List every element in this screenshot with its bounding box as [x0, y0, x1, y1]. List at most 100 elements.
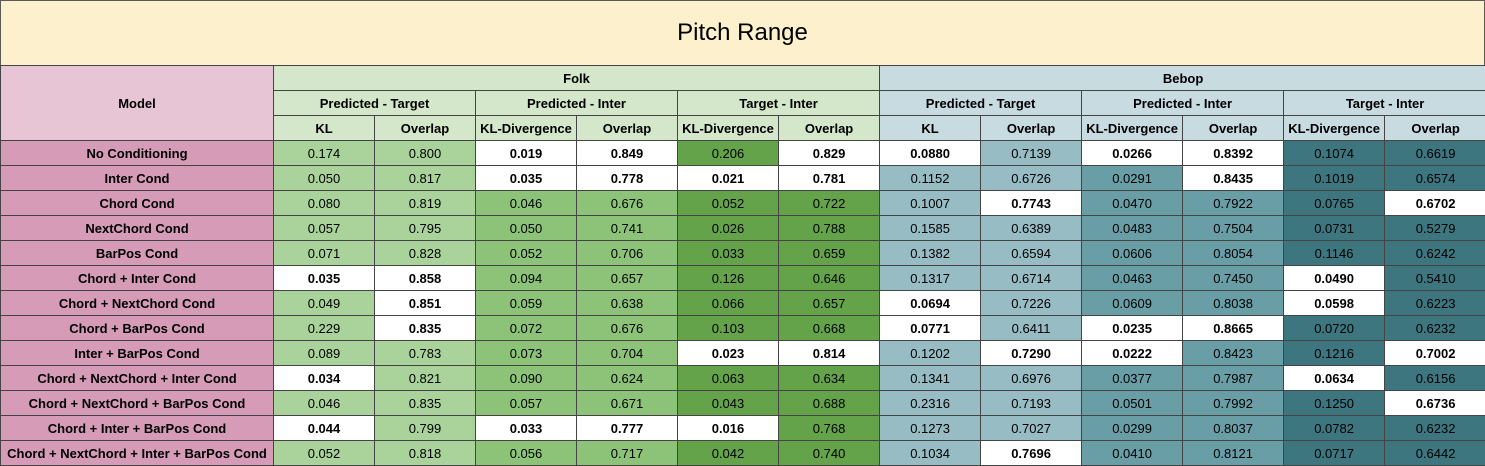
- value-cell: 0.849: [577, 141, 678, 166]
- value-cell: 0.6156: [1385, 366, 1485, 391]
- value-cell: 0.7987: [1183, 366, 1284, 391]
- value-cell: 0.1202: [880, 341, 981, 366]
- value-cell: 0.7992: [1183, 391, 1284, 416]
- value-cell: 0.851: [375, 291, 476, 316]
- results-table: Model Folk Bebop Predicted - Target Pred…: [0, 65, 1485, 466]
- value-cell: 0.7193: [981, 391, 1082, 416]
- value-cell: 0.0501: [1082, 391, 1183, 416]
- value-cell: 0.0731: [1284, 216, 1385, 241]
- value-cell: 0.821: [375, 366, 476, 391]
- value-cell: 0.777: [577, 416, 678, 441]
- value-cell: 0.0470: [1082, 191, 1183, 216]
- value-cell: 0.126: [678, 266, 779, 291]
- model-name-cell: Inter Cond: [1, 166, 274, 191]
- value-cell: 0.033: [678, 241, 779, 266]
- value-cell: 0.1585: [880, 216, 981, 241]
- value-cell: 0.229: [274, 316, 375, 341]
- value-cell: 0.0299: [1082, 416, 1183, 441]
- value-cell: 0.0222: [1082, 341, 1183, 366]
- value-cell: 0.044: [274, 416, 375, 441]
- value-cell: 0.7027: [981, 416, 1082, 441]
- value-cell: 0.7002: [1385, 341, 1485, 366]
- value-cell: 0.676: [577, 191, 678, 216]
- model-column-header: Model: [1, 66, 274, 141]
- value-cell: 0.829: [779, 141, 880, 166]
- value-cell: 0.094: [476, 266, 577, 291]
- value-cell: 0.042: [678, 441, 779, 466]
- value-cell: 0.1019: [1284, 166, 1385, 191]
- value-cell: 0.019: [476, 141, 577, 166]
- value-cell: 0.0235: [1082, 316, 1183, 341]
- metric-header: Overlap: [375, 116, 476, 141]
- value-cell: 0.6574: [1385, 166, 1485, 191]
- metric-header: Overlap: [577, 116, 678, 141]
- value-cell: 0.1341: [880, 366, 981, 391]
- metric-header: KL-Divergence: [476, 116, 577, 141]
- table-row: Chord + NextChord + Inter + BarPos Cond 0…: [1, 441, 1485, 466]
- metric-header: Overlap: [1385, 116, 1485, 141]
- model-name-cell: Chord + NextChord + Inter + BarPos Cond: [1, 441, 274, 466]
- value-cell: 0.080: [274, 191, 375, 216]
- value-cell: 0.7922: [1183, 191, 1284, 216]
- value-cell: 0.676: [577, 316, 678, 341]
- value-cell: 0.072: [476, 316, 577, 341]
- subgroup-header: Predicted - Inter: [476, 91, 678, 116]
- value-cell: 0.8392: [1183, 141, 1284, 166]
- value-cell: 0.778: [577, 166, 678, 191]
- value-cell: 0.0463: [1082, 266, 1183, 291]
- value-cell: 0.7290: [981, 341, 1082, 366]
- value-cell: 0.8121: [1183, 441, 1284, 466]
- value-cell: 0.7226: [981, 291, 1082, 316]
- model-name-cell: Chord + NextChord + BarPos Cond: [1, 391, 274, 416]
- value-cell: 0.7743: [981, 191, 1082, 216]
- metric-header: Overlap: [1183, 116, 1284, 141]
- value-cell: 0.1152: [880, 166, 981, 191]
- value-cell: 0.781: [779, 166, 880, 191]
- value-cell: 0.056: [476, 441, 577, 466]
- value-cell: 0.668: [779, 316, 880, 341]
- value-cell: 0.0765: [1284, 191, 1385, 216]
- model-name-cell: Chord + Inter Cond: [1, 266, 274, 291]
- value-cell: 0.059: [476, 291, 577, 316]
- value-cell: 0.0634: [1284, 366, 1385, 391]
- value-cell: 0.6702: [1385, 191, 1485, 216]
- value-cell: 0.817: [375, 166, 476, 191]
- value-cell: 0.768: [779, 416, 880, 441]
- value-cell: 0.638: [577, 291, 678, 316]
- value-cell: 0.043: [678, 391, 779, 416]
- value-cell: 0.1273: [880, 416, 981, 441]
- model-name-cell: BarPos Cond: [1, 241, 274, 266]
- value-cell: 0.7696: [981, 441, 1082, 466]
- model-name-cell: Inter + BarPos Cond: [1, 341, 274, 366]
- value-cell: 0.795: [375, 216, 476, 241]
- metric-header: KL: [880, 116, 981, 141]
- value-cell: 0.8037: [1183, 416, 1284, 441]
- value-cell: 0.624: [577, 366, 678, 391]
- value-cell: 0.046: [476, 191, 577, 216]
- value-cell: 0.706: [577, 241, 678, 266]
- value-cell: 0.8423: [1183, 341, 1284, 366]
- value-cell: 0.835: [375, 316, 476, 341]
- value-cell: 0.6736: [1385, 391, 1485, 416]
- value-cell: 0.0598: [1284, 291, 1385, 316]
- value-cell: 0.035: [476, 166, 577, 191]
- value-cell: 0.1146: [1284, 241, 1385, 266]
- subgroup-header: Predicted - Target: [274, 91, 476, 116]
- value-cell: 0.1007: [880, 191, 981, 216]
- value-cell: 0.021: [678, 166, 779, 191]
- metric-header: Overlap: [779, 116, 880, 141]
- value-cell: 0.717: [577, 441, 678, 466]
- value-cell: 0.6232: [1385, 416, 1485, 441]
- value-cell: 0.6389: [981, 216, 1082, 241]
- value-cell: 0.090: [476, 366, 577, 391]
- value-cell: 0.0880: [880, 141, 981, 166]
- value-cell: 0.6594: [981, 241, 1082, 266]
- value-cell: 0.0606: [1082, 241, 1183, 266]
- value-cell: 0.6242: [1385, 241, 1485, 266]
- value-cell: 0.6976: [981, 366, 1082, 391]
- value-cell: 0.6442: [1385, 441, 1485, 466]
